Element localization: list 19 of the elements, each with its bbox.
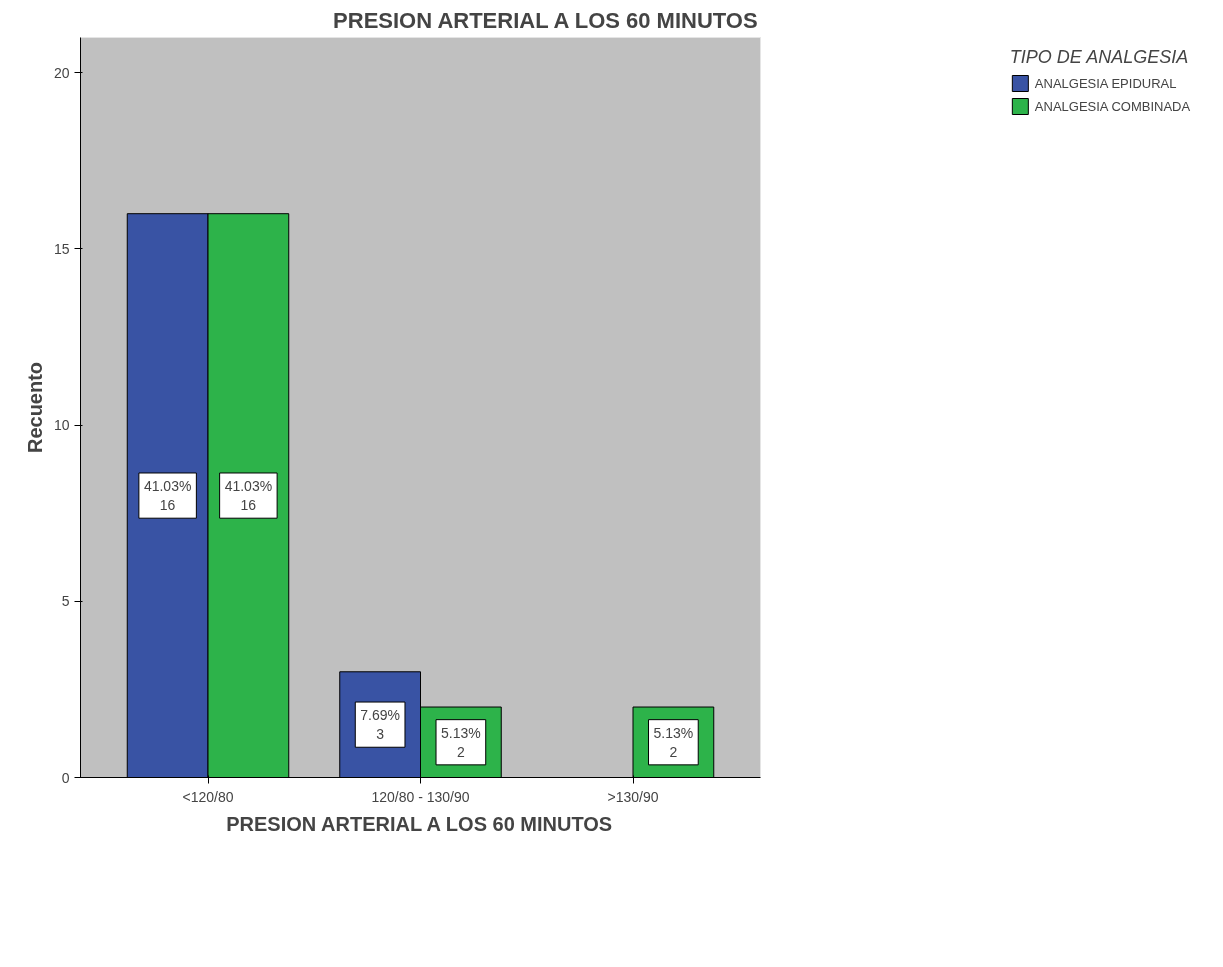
y-tick-label: 5 <box>61 593 70 610</box>
data-label: 41.03% 16 <box>224 478 273 514</box>
data-label: 41.03% 16 <box>143 478 192 514</box>
x-tick-label: >130/90 <box>607 788 659 805</box>
legend-label: ANALGESIA EPIDURAL <box>1034 75 1177 91</box>
y-tick-label: 0 <box>61 769 70 786</box>
data-label: 5.13% 2 <box>441 724 481 760</box>
x-tick-label: 120/80 - 130/90 <box>371 788 470 805</box>
data-label: 5.13% 2 <box>653 724 694 760</box>
data-label: 7.69% 3 <box>360 707 400 743</box>
x-axis-title: PRESION ARTERIAL A LOS 60 MINUTOS <box>226 812 613 835</box>
x-tick-label: <120/80 <box>182 788 234 805</box>
legend-label: ANALGESIA COMBINADA <box>1034 98 1191 114</box>
y-tick-label: 10 <box>53 417 70 434</box>
y-tick-label: 20 <box>53 64 70 81</box>
chart-title: PRESION ARTERIAL A LOS 60 MINUTOS <box>333 7 758 33</box>
y-tick-label: 15 <box>53 240 70 257</box>
legend-title: TIPO DE ANALGESIA <box>1009 47 1190 68</box>
y-axis-title: Recuento <box>23 361 46 454</box>
